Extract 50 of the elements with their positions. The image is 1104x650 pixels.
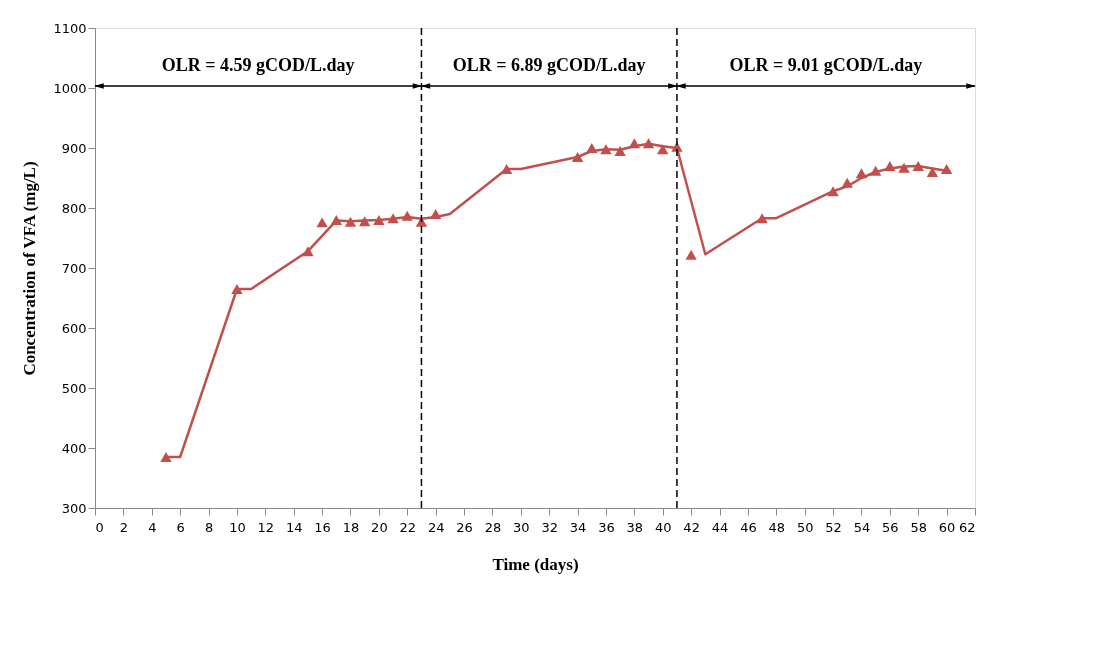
x-axis-title: Time (days) <box>492 554 579 574</box>
x-tick-label: 38 <box>626 519 644 535</box>
x-tick-label: 18 <box>342 519 360 535</box>
x-tick-label: 58 <box>910 519 927 535</box>
annotation: OLR = 9.01 gCOD/L.day <box>729 55 923 75</box>
y-tick-label: 400 <box>61 440 87 456</box>
x-tick-label: 36 <box>598 519 615 535</box>
x-tick-label: 16 <box>314 519 331 535</box>
annotation: OLR = 4.59 gCOD/L.day <box>161 55 355 75</box>
x-tick-label: 6 <box>176 519 185 535</box>
y-tick-label: 500 <box>61 380 87 396</box>
point <box>926 167 939 177</box>
y-tick-label: 900 <box>61 140 87 156</box>
x-tick-label: 24 <box>427 519 445 535</box>
x-tick-label: 40 <box>654 519 672 535</box>
y-tick-label: 700 <box>61 260 87 276</box>
y-tick-label: 800 <box>61 200 87 216</box>
x-tick-label: 30 <box>513 519 530 535</box>
x-tick-label: 28 <box>484 519 502 535</box>
x-tick-label: 62 <box>958 519 976 535</box>
x-tick-label: 54 <box>853 519 871 535</box>
x-tick-label: 14 <box>285 519 303 535</box>
x-tick-label: 10 <box>229 519 246 535</box>
x-tick-label: 2 <box>119 519 129 535</box>
y-tick-label: 300 <box>61 500 87 516</box>
x-tick-label: 4 <box>148 519 157 535</box>
point <box>685 249 697 260</box>
annotation: OLR = 6.89 gCOD/L.day <box>452 55 646 75</box>
point <box>160 452 172 462</box>
x-tick-label: 46 <box>740 519 757 535</box>
y-axis-title: Concentration of VFA (mg/L) <box>20 161 40 376</box>
x-tick-label: 20 <box>371 519 388 535</box>
x-tick-label: 26 <box>456 519 473 535</box>
x-tick-label: 0 <box>95 519 104 535</box>
x-tick-label: 60 <box>938 519 956 535</box>
x-tick-label: 34 <box>569 519 587 535</box>
x-tick-label: 32 <box>541 519 558 535</box>
x-tick-label: 52 <box>825 519 842 535</box>
x-tick-label: 50 <box>796 519 814 535</box>
point <box>316 217 328 228</box>
x-tick-label: 56 <box>882 519 899 535</box>
x-tick-label: 8 <box>204 519 214 535</box>
y-tick-label: 1000 <box>53 80 87 96</box>
y-tick-label: 600 <box>61 320 87 336</box>
x-tick-label: 42 <box>683 519 700 535</box>
y-tick-label: 1100 <box>53 20 87 36</box>
x-tick-label: 22 <box>399 519 417 535</box>
x-tick-label: 12 <box>257 519 275 535</box>
x-tick-label: 44 <box>711 519 729 535</box>
x-tick-label: 48 <box>768 519 786 535</box>
